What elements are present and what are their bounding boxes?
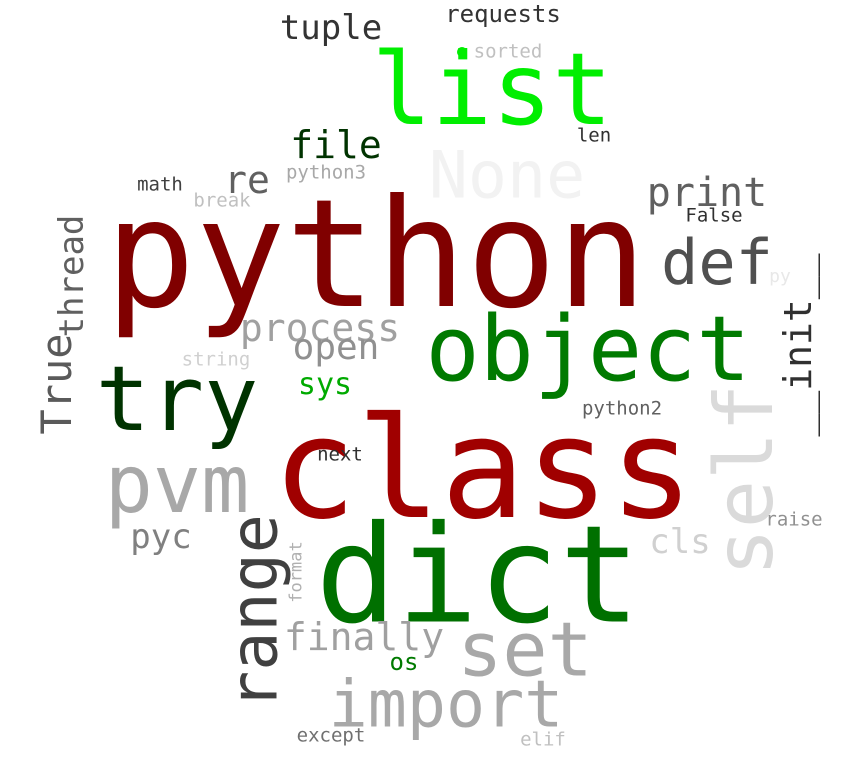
word-file: file — [290, 123, 382, 167]
word-pyc: pyc — [130, 517, 192, 557]
word-os: os — [389, 648, 419, 676]
word-try: try — [95, 347, 259, 452]
word-list: list — [371, 31, 613, 148]
word-python: python — [105, 168, 647, 342]
word-len: len — [576, 124, 612, 147]
word-def: def — [661, 226, 773, 299]
word-True: True — [32, 333, 81, 435]
word-except: except — [296, 724, 366, 747]
word-re: re — [224, 158, 270, 202]
word-break: break — [193, 189, 251, 212]
word-print: print — [646, 170, 768, 216]
word-next: next — [317, 443, 363, 466]
word-pvm: pvm — [104, 438, 250, 531]
word-python3: python3 — [285, 161, 367, 184]
word-python2: python2 — [581, 397, 663, 420]
word-set: set — [457, 605, 593, 694]
word-tuple: tuple — [279, 8, 383, 48]
word-format: format — [286, 541, 307, 603]
word-open: open — [292, 327, 380, 368]
word-elif: elif — [520, 728, 566, 751]
word-import: import — [328, 667, 564, 743]
word-string: string — [181, 348, 251, 371]
word-thread: thread — [52, 214, 92, 338]
word-object: object — [425, 297, 751, 402]
word-requests: requests — [445, 0, 561, 28]
word-self: self — [698, 383, 791, 577]
word-cls: cls — [649, 522, 711, 562]
word-False: False — [685, 204, 743, 227]
word-py: py — [769, 266, 791, 287]
word-raise: raise — [765, 508, 823, 531]
word-None: None — [428, 138, 586, 214]
word-finally: finally — [283, 615, 445, 659]
word-dict: dict — [315, 496, 641, 654]
word-class: class — [272, 388, 694, 551]
accent-dot — [457, 47, 467, 57]
word-process: process — [239, 306, 401, 350]
word-range: range — [217, 514, 293, 710]
word-math: math — [137, 173, 183, 196]
word-sorted: sorted — [473, 40, 543, 63]
word-sys: sys — [297, 367, 353, 402]
